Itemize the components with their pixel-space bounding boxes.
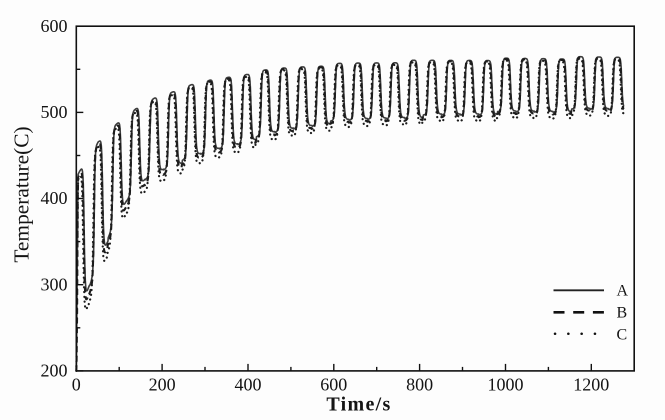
svg-text:Temperature(C): Temperature(C) [9, 126, 33, 262]
svg-text:200: 200 [41, 361, 68, 381]
svg-text:A: A [617, 283, 629, 300]
svg-text:400: 400 [41, 188, 68, 208]
svg-text:B: B [617, 305, 628, 322]
svg-text:200: 200 [149, 375, 176, 395]
svg-text:1000: 1000 [488, 375, 524, 395]
svg-text:500: 500 [41, 102, 68, 122]
svg-text:C: C [617, 326, 628, 343]
svg-text:1200: 1200 [573, 375, 609, 395]
svg-text:600: 600 [320, 375, 347, 395]
svg-text:600: 600 [41, 16, 68, 36]
svg-text:800: 800 [406, 375, 433, 395]
svg-text:400: 400 [235, 375, 262, 395]
svg-text:300: 300 [41, 274, 68, 294]
svg-text:0: 0 [72, 375, 81, 395]
svg-text:Time/s: Time/s [326, 394, 391, 416]
